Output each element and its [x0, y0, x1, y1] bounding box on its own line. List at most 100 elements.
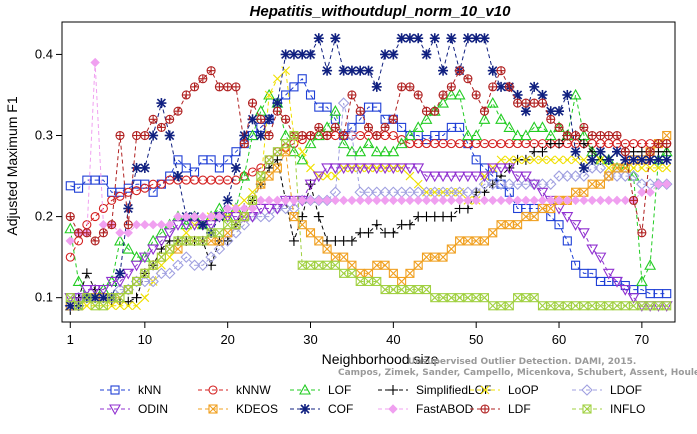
data-point-ldof [495, 178, 507, 190]
legend-item-lof: LOF [290, 383, 351, 397]
data-point-ldof [602, 170, 615, 182]
data-point-ldf [397, 82, 407, 92]
data-point-ldof [155, 267, 168, 280]
data-point-cof [562, 89, 573, 100]
data-point-ldf [413, 90, 423, 100]
data-point-inflo [571, 301, 581, 311]
data-point-ldf [455, 66, 465, 76]
data-point-odin [370, 163, 383, 175]
legend-item-simplifiedlof: SimplifiedLOF [378, 383, 491, 397]
legend-marker-loop [480, 385, 490, 395]
data-point-ldof [486, 178, 499, 190]
data-point-ldf [322, 130, 332, 141]
data-point-simplifiedlof [578, 138, 589, 149]
data-point-cof [587, 154, 598, 165]
data-point-lof [403, 129, 416, 141]
data-point-fastabod [338, 195, 349, 206]
data-point-ldf [653, 139, 663, 149]
data-point-lof [420, 113, 433, 124]
legend-item-cof: COF [290, 402, 353, 416]
legend-item-loop: LoOP [470, 383, 539, 397]
data-point-ldof [553, 170, 565, 182]
data-point-ldf [446, 82, 456, 92]
data-point-simplifiedlof [288, 235, 299, 246]
data-point-lof [644, 259, 657, 270]
data-point-ldof [279, 202, 292, 215]
data-point-lof [627, 169, 640, 181]
data-point-inflo [430, 293, 440, 303]
data-point-kdeos [355, 268, 365, 278]
data-point-knn [562, 236, 572, 246]
data-point-ldf [132, 130, 142, 141]
data-point-fastabod [413, 195, 423, 206]
data-point-inflo [214, 228, 224, 238]
data-point-loop [181, 228, 191, 238]
x-tick-label: 70 [635, 332, 649, 347]
data-point-odin [470, 171, 483, 183]
data-point-ldf [645, 147, 655, 157]
data-point-cof [272, 98, 283, 109]
data-point-odin [445, 171, 458, 183]
y-tick-label: 0.2 [35, 209, 53, 224]
data-point-ldf [604, 130, 614, 141]
data-point-cof [230, 162, 241, 173]
data-point-ldf [272, 106, 282, 116]
data-point-loop [123, 301, 133, 311]
data-point-ldf [214, 82, 224, 92]
data-point-ldof [611, 170, 623, 182]
data-point-lof [478, 113, 491, 124]
legend-marker-inflo [582, 404, 592, 414]
data-point-cof [512, 89, 523, 100]
data-point-odin [80, 285, 93, 296]
data-point-ldf [595, 130, 605, 141]
data-point-ldf [463, 74, 473, 84]
x-tick-label: 10 [138, 332, 152, 347]
data-point-inflo [504, 301, 514, 311]
data-point-lof [569, 88, 582, 100]
data-point-knnw [90, 212, 100, 222]
data-point-loop [107, 301, 117, 311]
data-point-inflo [98, 301, 108, 311]
data-point-knn [455, 122, 465, 132]
data-point-ldf [264, 130, 274, 141]
data-point-simplifiedlof [363, 227, 374, 238]
data-point-knn [214, 163, 224, 173]
data-point-knn [98, 175, 108, 185]
data-point-ldf [82, 228, 92, 238]
data-point-ldf [206, 66, 216, 76]
data-point-lof [445, 88, 458, 100]
data-point-inflo [330, 260, 340, 270]
data-point-simplifiedlof [388, 227, 399, 238]
data-point-lof [528, 121, 541, 132]
legend-item-fastabod: FastABOD [378, 402, 474, 416]
data-point-ldf [98, 228, 108, 238]
data-point-knnw [123, 187, 133, 197]
data-point-ldof [578, 170, 590, 182]
data-point-ldof [511, 178, 524, 190]
data-point-odin [528, 179, 541, 191]
data-point-ldof [619, 170, 632, 182]
data-point-odin [611, 276, 623, 288]
data-point-ldf [239, 139, 249, 149]
legend-label-lof: LOF [328, 383, 351, 397]
data-point-loop [272, 74, 282, 84]
data-point-simplifiedlof [81, 268, 92, 279]
legend-marker-ldof [581, 384, 593, 396]
data-point-ldof [221, 235, 234, 247]
data-point-loop [413, 179, 423, 189]
data-point-fastabod [140, 219, 150, 230]
data-point-lof [337, 137, 350, 149]
data-point-kdeos [405, 268, 415, 278]
data-point-inflo [455, 293, 465, 303]
legend-label-inflo: INFLO [610, 402, 645, 416]
data-point-knn [74, 183, 84, 193]
data-point-fastabod [546, 195, 556, 206]
legend-marker-knn [110, 385, 120, 395]
data-point-ldof [139, 275, 151, 288]
data-point-ldf [181, 90, 191, 100]
data-point-lof [64, 222, 77, 234]
data-point-lof [238, 169, 251, 181]
data-point-fastabod [206, 211, 216, 222]
data-point-knn [297, 74, 307, 84]
data-point-fastabod [247, 203, 258, 214]
